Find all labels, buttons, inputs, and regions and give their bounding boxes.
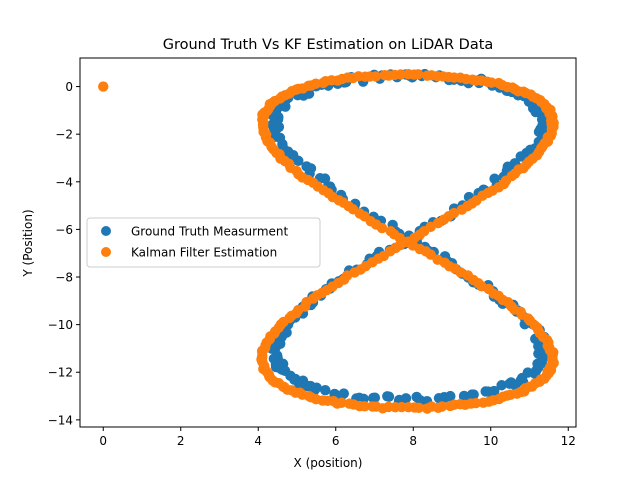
ground-truth-point: [338, 388, 349, 399]
ground-truth-point: [488, 385, 500, 397]
axes: 0 2 4 6 8 10 12 0 −2 −4 −6 −8 −10 −12 −14: [48, 57, 577, 448]
ground-truth-point: [311, 382, 322, 393]
chart-title: Ground Truth Vs KF Estimation on LiDAR D…: [163, 37, 494, 53]
x-tick-label: 8: [409, 434, 417, 448]
x-tick-label: 0: [99, 434, 107, 448]
ground-truth-point: [400, 393, 412, 404]
kalman-point: [412, 69, 424, 80]
legend-label-ground-truth: Ground Truth Measurment: [131, 225, 289, 239]
y-tick-label: −14: [48, 413, 73, 427]
ground-truth-point: [496, 380, 507, 391]
x-tick-label: 12: [561, 434, 576, 448]
y-tick-label: −10: [48, 318, 73, 332]
legend-marker-ground-truth: [101, 226, 111, 236]
ground-truth-point: [320, 384, 331, 396]
kalman-point: [413, 402, 424, 413]
x-tick-label: 2: [177, 434, 185, 448]
legend-box: [86, 217, 321, 268]
y-tick-label: −8: [55, 271, 73, 285]
kalman-point: [98, 81, 109, 92]
y-tick-label: 0: [65, 80, 73, 94]
plot-area: [98, 68, 559, 414]
x-tick-label: 6: [332, 434, 340, 448]
y-tick-label: −2: [55, 128, 73, 142]
axes-frame: [79, 57, 577, 428]
kalman-point: [436, 401, 448, 412]
ground-truth-point: [369, 392, 381, 403]
kalman-point: [403, 236, 414, 247]
legend-label-kalman: Kalman Filter Estimation: [131, 246, 277, 260]
legend: Ground Truth Measurment Kalman Filter Es…: [86, 217, 321, 268]
kalman-point: [470, 397, 482, 409]
x-tick-label: 4: [254, 434, 262, 448]
y-axis-label: Y (Position): [21, 209, 35, 277]
ground-truth-point: [468, 389, 479, 400]
ground-truth-point: [445, 390, 456, 402]
kalman-point: [395, 69, 406, 80]
x-axis-label: X (position): [294, 456, 363, 470]
y-tick-label: −6: [55, 223, 73, 237]
ground-truth-point: [294, 379, 305, 390]
kalman-point: [336, 397, 347, 408]
ground-truth-point: [383, 391, 395, 402]
kalman-point: [359, 401, 370, 412]
kalman-point: [370, 71, 381, 82]
kalman-point: [456, 204, 468, 215]
ground-truth-point: [301, 161, 312, 172]
y-tick-label: −4: [55, 175, 73, 189]
y-tick-label: −12: [48, 366, 73, 380]
kalman-point: [385, 226, 396, 237]
x-tick-label: 10: [483, 434, 498, 448]
legend-marker-kalman: [101, 247, 111, 257]
ground-truth-point: [515, 151, 526, 162]
